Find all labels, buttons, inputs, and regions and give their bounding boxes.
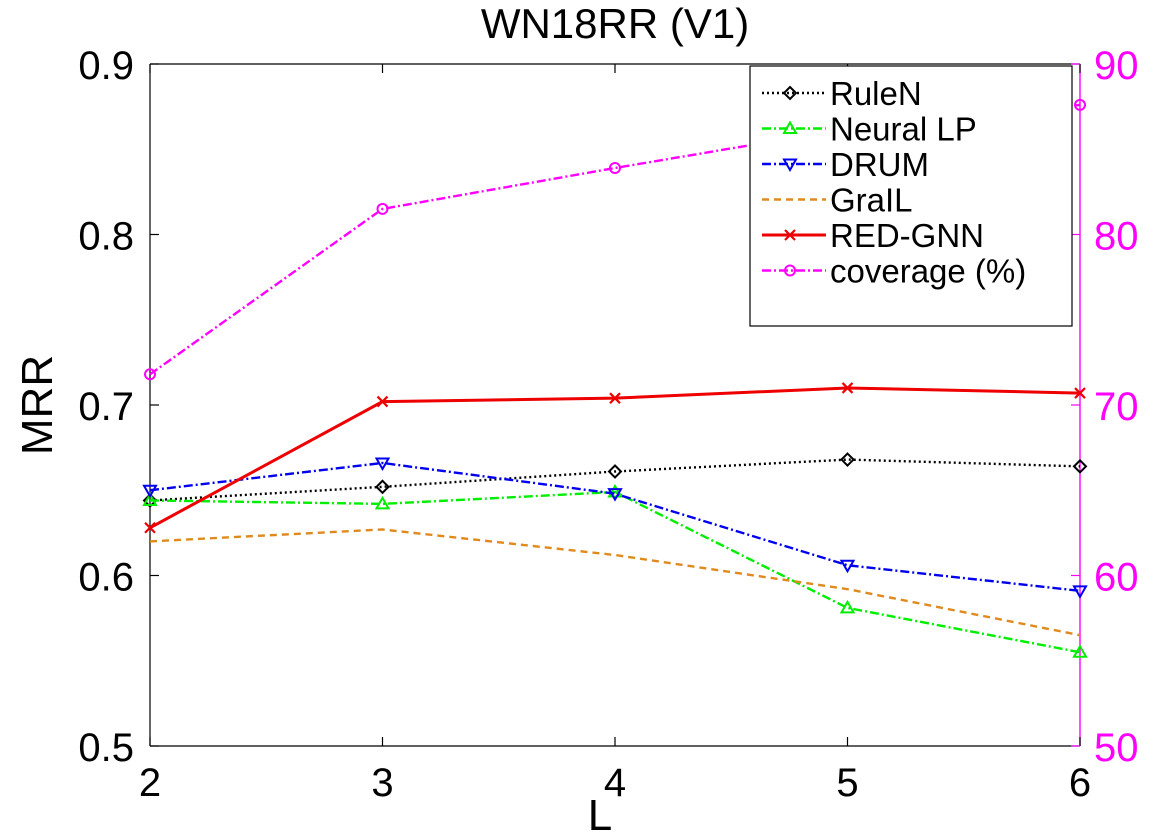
y-tick-label: 0.6 xyxy=(78,556,134,600)
y2-tick-label: 50 xyxy=(1094,726,1139,770)
legend-label-grail: GraIL xyxy=(830,182,913,219)
series-line-rulen xyxy=(149,458,1081,502)
data-point-drum xyxy=(839,559,856,574)
series-red-gnn xyxy=(144,382,1086,534)
y-tick-label: 0.9 xyxy=(78,44,134,88)
y2-tick-label: 80 xyxy=(1094,215,1139,259)
data-point-rulen xyxy=(607,464,623,479)
series-drum xyxy=(142,457,1088,599)
data-point-rulen xyxy=(142,493,158,508)
x-tick-label: 2 xyxy=(139,761,161,805)
data-point-neural-lp xyxy=(142,492,158,506)
data-point-drum xyxy=(1072,585,1088,599)
y-axis-label: MRR xyxy=(13,355,62,455)
data-point-red-gnn xyxy=(376,395,389,408)
data-point-red-gnn xyxy=(841,382,854,394)
legend-box xyxy=(749,65,1073,327)
y-tick-label: 0.7 xyxy=(78,385,134,429)
data-point-coverage xyxy=(376,202,389,215)
y-tick-label: 0.8 xyxy=(78,215,134,259)
legend-marker-drum xyxy=(782,158,798,173)
legend-marker-rulen xyxy=(782,85,798,101)
series-line-neural-lp xyxy=(149,490,1081,654)
y2-tick-label: 60 xyxy=(1094,556,1139,600)
series-line-drum xyxy=(149,461,1081,593)
legend-label-drum: DRUM xyxy=(830,146,929,183)
series-grail xyxy=(149,528,1081,637)
data-point-red-gnn xyxy=(1074,387,1086,399)
legend-label-neural-lp: Neural LP xyxy=(830,111,977,148)
data-point-rulen xyxy=(375,479,390,495)
chart-title: WN18RR (V1) xyxy=(481,0,749,47)
data-point-red-gnn xyxy=(144,521,156,534)
x-axis-label: L xyxy=(588,791,612,838)
data-point-rulen xyxy=(1072,458,1088,474)
y2-tick-label: 70 xyxy=(1094,385,1139,429)
data-point-coverage xyxy=(144,368,156,381)
x-tick-label: 4 xyxy=(604,761,626,805)
data-point-drum xyxy=(374,457,391,471)
legend-marker-coverage xyxy=(784,264,796,277)
y2-tick-label: 90 xyxy=(1094,44,1139,88)
series-neural-lp xyxy=(142,483,1088,658)
legend-marker-red-gnn xyxy=(784,229,796,241)
data-point-drum xyxy=(142,484,158,499)
x-tick-label: 3 xyxy=(371,761,393,805)
legend-label-rulen: RuleN xyxy=(830,75,922,112)
y-tick-label: 0.5 xyxy=(78,726,134,770)
data-point-neural-lp xyxy=(607,483,623,498)
series-line-grail xyxy=(149,528,1081,637)
legend-label-red-gnn: RED-GNN xyxy=(830,217,984,254)
data-point-coverage xyxy=(1074,98,1086,111)
series-rulen xyxy=(142,452,1088,508)
data-point-neural-lp xyxy=(374,495,391,510)
data-point-red-gnn xyxy=(609,392,621,404)
x-tick-label: 6 xyxy=(1069,761,1091,805)
data-point-coverage xyxy=(609,162,621,175)
data-point-neural-lp xyxy=(839,599,856,614)
data-point-neural-lp xyxy=(1072,644,1088,658)
legend-label-coverage: coverage (%) xyxy=(830,253,1026,290)
legend-marker-neural-lp xyxy=(782,120,798,134)
data-point-rulen xyxy=(840,452,855,467)
x-tick-label: 5 xyxy=(836,761,858,805)
data-point-drum xyxy=(607,488,623,502)
